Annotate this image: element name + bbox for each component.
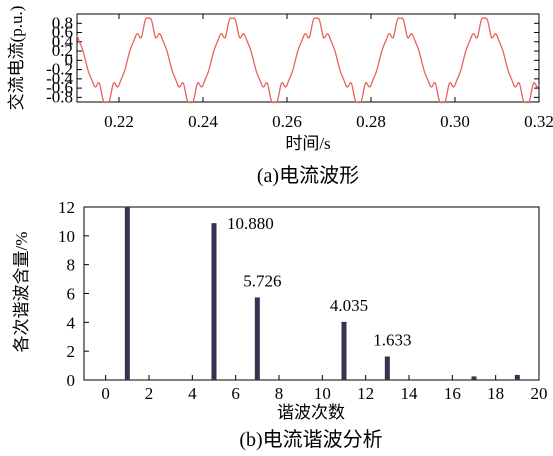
- x-tick-label-b: 4: [188, 384, 197, 403]
- x-axis-title-a: 时间/s: [285, 134, 330, 153]
- current-waveform-chart: 0.22 0.24 0.26 0.28 0.30 0.320.80.60.40.20-0.…: [7, 6, 553, 187]
- x-tick-label-a: 0.28: [356, 112, 386, 131]
- caption-b: (b)电流谐波分析: [239, 428, 382, 451]
- y-tick-label-a: 0.4: [52, 32, 74, 51]
- waveform-series: [76, 17, 540, 104]
- y-tick-label-b: 0: [67, 371, 76, 390]
- harmonic-bar: [514, 374, 520, 380]
- y-tick-label-b: 4: [67, 313, 76, 332]
- x-tick-label-a: 0.24: [188, 112, 218, 131]
- y-tick-label-a: -0.6: [46, 78, 73, 97]
- bar-value-label: 4.035: [330, 296, 368, 315]
- x-tick-label-b: 0: [101, 384, 110, 403]
- harmonic-bar: [384, 356, 390, 380]
- current-waveform-line: [76, 17, 540, 104]
- harmonic-bar: [124, 207, 130, 380]
- harmonic-bar: [254, 297, 260, 380]
- bar-value-label: 1.633: [373, 330, 411, 349]
- y-tick-label-b: 6: [67, 285, 76, 304]
- x-tick-label-b: 6: [231, 384, 240, 403]
- bar-value-label: 5.726: [243, 271, 281, 290]
- x-tick-label-b: 12: [357, 384, 374, 403]
- y-tick-label-a: -0.8: [46, 87, 73, 106]
- x-tick-label-b: 8: [275, 384, 284, 403]
- y-tick-label-a: -0.4: [46, 69, 73, 88]
- x-tick-label-b: 10: [314, 384, 331, 403]
- y-tick-label-b: 2: [67, 342, 76, 361]
- y-tick-label-a: -0.2: [46, 60, 73, 79]
- y-tick-label-a: 0.2: [52, 41, 73, 60]
- x-tick-label-b: 18: [487, 384, 504, 403]
- x-tick-label-a: 0.32: [524, 112, 553, 131]
- y-tick-label-b: 10: [58, 227, 75, 246]
- x-axis-title-b: 谐波次数: [277, 403, 345, 422]
- harmonic-analysis-chart: 0 2 4 6 8 10 12 14 16 18 20 0 2 4 6 8 10 12 10.880 5.726 4.…: [12, 198, 548, 451]
- y-axis-title-b: 各次谐波含量/%: [12, 232, 31, 353]
- harmonic-bar: [471, 376, 477, 380]
- harmonic-bar: [341, 321, 347, 380]
- y-axis-title-a: 交流电流(p.u.): [7, 6, 26, 111]
- plot-frame-b: [83, 206, 540, 381]
- caption-a: (a)电流波形: [257, 164, 359, 187]
- x-tick-label-a: 0.26: [272, 112, 302, 131]
- x-tick-label-a: 0.22: [104, 112, 134, 131]
- x-tick-label-b: 16: [444, 384, 461, 403]
- axis-ticks-b: 0 2 4 6 8 10 12 14 16 18 20 0 2 4 6 8 10 12: [58, 198, 548, 403]
- bar-value-label: 10.880: [227, 214, 274, 233]
- plot-frame-a: [76, 13, 540, 103]
- y-tick-label-b: 12: [58, 198, 75, 217]
- y-tick-label-a: 0: [65, 50, 74, 69]
- x-tick-label-a: 0.30: [440, 112, 470, 131]
- x-tick-label-b: 14: [401, 384, 419, 403]
- y-tick-label-a: 0.8: [52, 13, 73, 32]
- y-tick-label-b: 8: [67, 256, 76, 275]
- axis-ticks-a: 0.22 0.24 0.26 0.28 0.30 0.320.80.60.40.20-0.…: [46, 13, 553, 131]
- harmonic-bars: 10.880 5.726 4.035 1.633: [124, 207, 520, 380]
- y-tick-label-a: 0.6: [52, 23, 73, 42]
- x-tick-label-b: 2: [145, 384, 154, 403]
- x-tick-label-b: 20: [531, 384, 548, 403]
- harmonic-bar: [211, 223, 217, 380]
